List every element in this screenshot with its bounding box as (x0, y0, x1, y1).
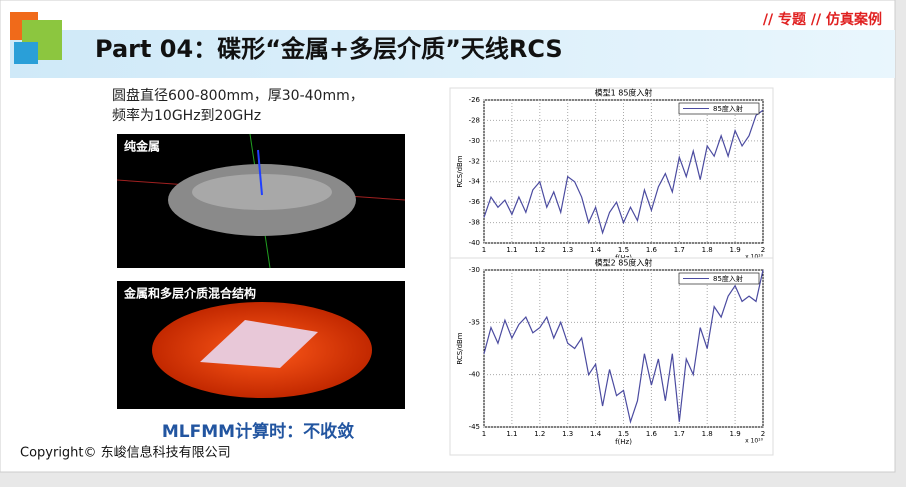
conclusion: MLFMM计算时：不收敛 (162, 421, 354, 442)
x-tick-label: 1.7 (674, 246, 685, 254)
y-tick-label: -40 (469, 371, 480, 379)
series-line (483, 269, 764, 425)
x-tick-label: 1.1 (506, 246, 517, 254)
plot-area (483, 99, 764, 244)
header-band (10, 30, 895, 78)
description: 频率为10GHz到20GHz (112, 107, 261, 124)
x-tick-label: 1 (482, 430, 486, 438)
footer: Copyright© 东峻信息科技有限公司 (20, 445, 231, 461)
x-tick-label: 1.5 (618, 246, 629, 254)
legend-label: 85度入射 (713, 274, 743, 283)
x-tick-label: 1.4 (590, 430, 602, 438)
x-tick-label: 1.5 (618, 430, 629, 438)
x-axis-label: f(Hz) (615, 438, 632, 446)
y-tick-label: -36 (469, 198, 481, 206)
image-label: 纯金属 (124, 139, 160, 154)
legend-label: 85度入射 (713, 104, 743, 113)
x-tick-label: 1.8 (702, 430, 713, 438)
series-line (483, 109, 764, 235)
y-tick-label: -35 (469, 318, 480, 326)
x-tick-label: 1.1 (506, 430, 517, 438)
x-tick-label: 2 (761, 246, 765, 254)
y-tick-label: -38 (469, 219, 480, 227)
title: Part 04：碟形“金属+多层介质”天线RCS (95, 35, 563, 63)
x-tick-label: 1.9 (730, 246, 741, 254)
x-tick-label: 1.3 (562, 246, 573, 254)
y-tick-label: -26 (469, 96, 481, 104)
y-axis-label: RCS/dBm (456, 332, 464, 364)
x-tick-label: 1.8 (702, 246, 713, 254)
y-axis-label: RCS/dBm (456, 155, 464, 187)
x-tick-label: 1.9 (730, 430, 741, 438)
header-tag: // 专题 // 仿真案例 (763, 11, 882, 28)
x-multiplier: x 10¹⁰ (745, 254, 763, 261)
chart-title: 模型1 85度入射 (595, 88, 653, 98)
x-tick-label: 1.3 (562, 430, 573, 438)
image-label: 金属和多层介质混合结构 (123, 286, 256, 301)
x-multiplier: x 10¹⁰ (745, 438, 763, 445)
x-tick-label: 2 (761, 430, 765, 438)
x-tick-label: 1.2 (534, 246, 545, 254)
y-tick-label: -32 (469, 157, 480, 165)
x-tick-label: 1.7 (674, 430, 685, 438)
description: 圆盘直径600-800mm，厚30-40mm， (112, 87, 364, 104)
x-tick-label: 1.6 (646, 246, 658, 254)
y-tick-label: -45 (469, 423, 480, 431)
y-tick-label: -30 (469, 137, 480, 145)
y-tick-label: -30 (469, 266, 480, 274)
logo (14, 42, 38, 64)
chart-title: 模型2 85度入射 (595, 258, 653, 268)
axis (257, 149, 263, 196)
x-tick-label: 1.6 (646, 430, 658, 438)
x-tick-label: 1 (482, 246, 486, 254)
x-tick-label: 1.4 (590, 246, 602, 254)
x-tick-label: 1.2 (534, 430, 545, 438)
legend-box (678, 272, 760, 285)
y-tick-label: -28 (469, 116, 480, 124)
y-tick-label: -34 (469, 178, 481, 186)
y-tick-label: -40 (469, 239, 480, 247)
patch (200, 320, 318, 368)
legend-box (678, 102, 760, 115)
